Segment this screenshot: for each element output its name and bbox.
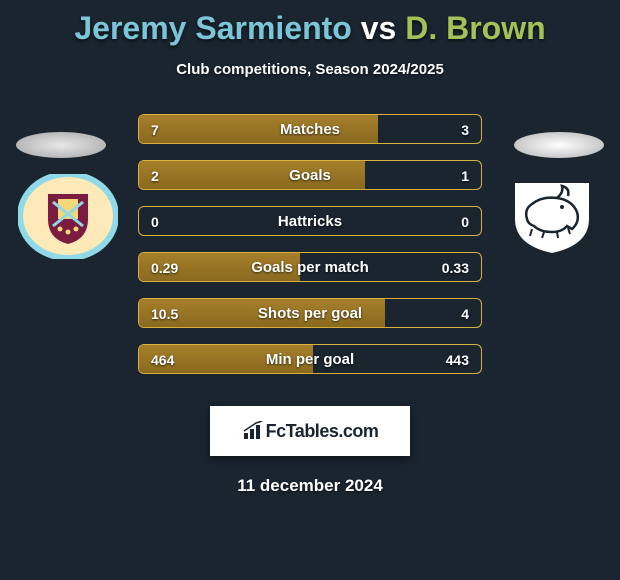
stat-label: Matches bbox=[139, 115, 481, 144]
stat-value-right: 4 bbox=[461, 299, 469, 328]
stat-row: 2Goals1 bbox=[138, 160, 482, 190]
brand-icon bbox=[242, 421, 266, 441]
stat-value-right: 3 bbox=[461, 115, 469, 144]
vs-text: vs bbox=[361, 10, 397, 46]
stat-label: Goals per match bbox=[139, 253, 481, 282]
stat-value-right: 1 bbox=[461, 161, 469, 190]
brand-badge: FcTables.com bbox=[210, 406, 410, 456]
stat-row: 0Hattricks0 bbox=[138, 206, 482, 236]
stat-label: Goals bbox=[139, 161, 481, 190]
stat-bars: 7Matches3 2Goals1 0Hattricks0 0.29Goals per… bbox=[138, 114, 482, 390]
stat-row: 10.5Shots per goal4 bbox=[138, 298, 482, 328]
stat-value-right: 0.33 bbox=[442, 253, 469, 282]
player1-name: Jeremy Sarmiento bbox=[74, 10, 351, 46]
stat-row: 464Min per goal443 bbox=[138, 344, 482, 374]
subtitle: Club competitions, Season 2024/2025 bbox=[0, 61, 620, 78]
stat-value-right: 443 bbox=[446, 345, 469, 374]
pedestal-left bbox=[16, 132, 106, 158]
stat-label: Min per goal bbox=[139, 345, 481, 374]
comparison-title: Jeremy Sarmiento vs D. Brown bbox=[0, 0, 620, 47]
stat-label: Hattricks bbox=[139, 207, 481, 236]
player2-name: D. Brown bbox=[405, 10, 545, 46]
comparison-panel: 7Matches3 2Goals1 0Hattricks0 0.29Goals per… bbox=[0, 108, 620, 388]
stat-row: 7Matches3 bbox=[138, 114, 482, 144]
stat-label: Shots per goal bbox=[139, 299, 481, 328]
pedestal-right bbox=[514, 132, 604, 158]
club-logo-left bbox=[18, 174, 118, 259]
brand-text: FcTables.com bbox=[266, 421, 379, 442]
stat-row: 0.29Goals per match0.33 bbox=[138, 252, 482, 282]
club-logo-right bbox=[502, 174, 602, 259]
stat-value-right: 0 bbox=[461, 207, 469, 236]
date-text: 11 december 2024 bbox=[0, 476, 620, 496]
